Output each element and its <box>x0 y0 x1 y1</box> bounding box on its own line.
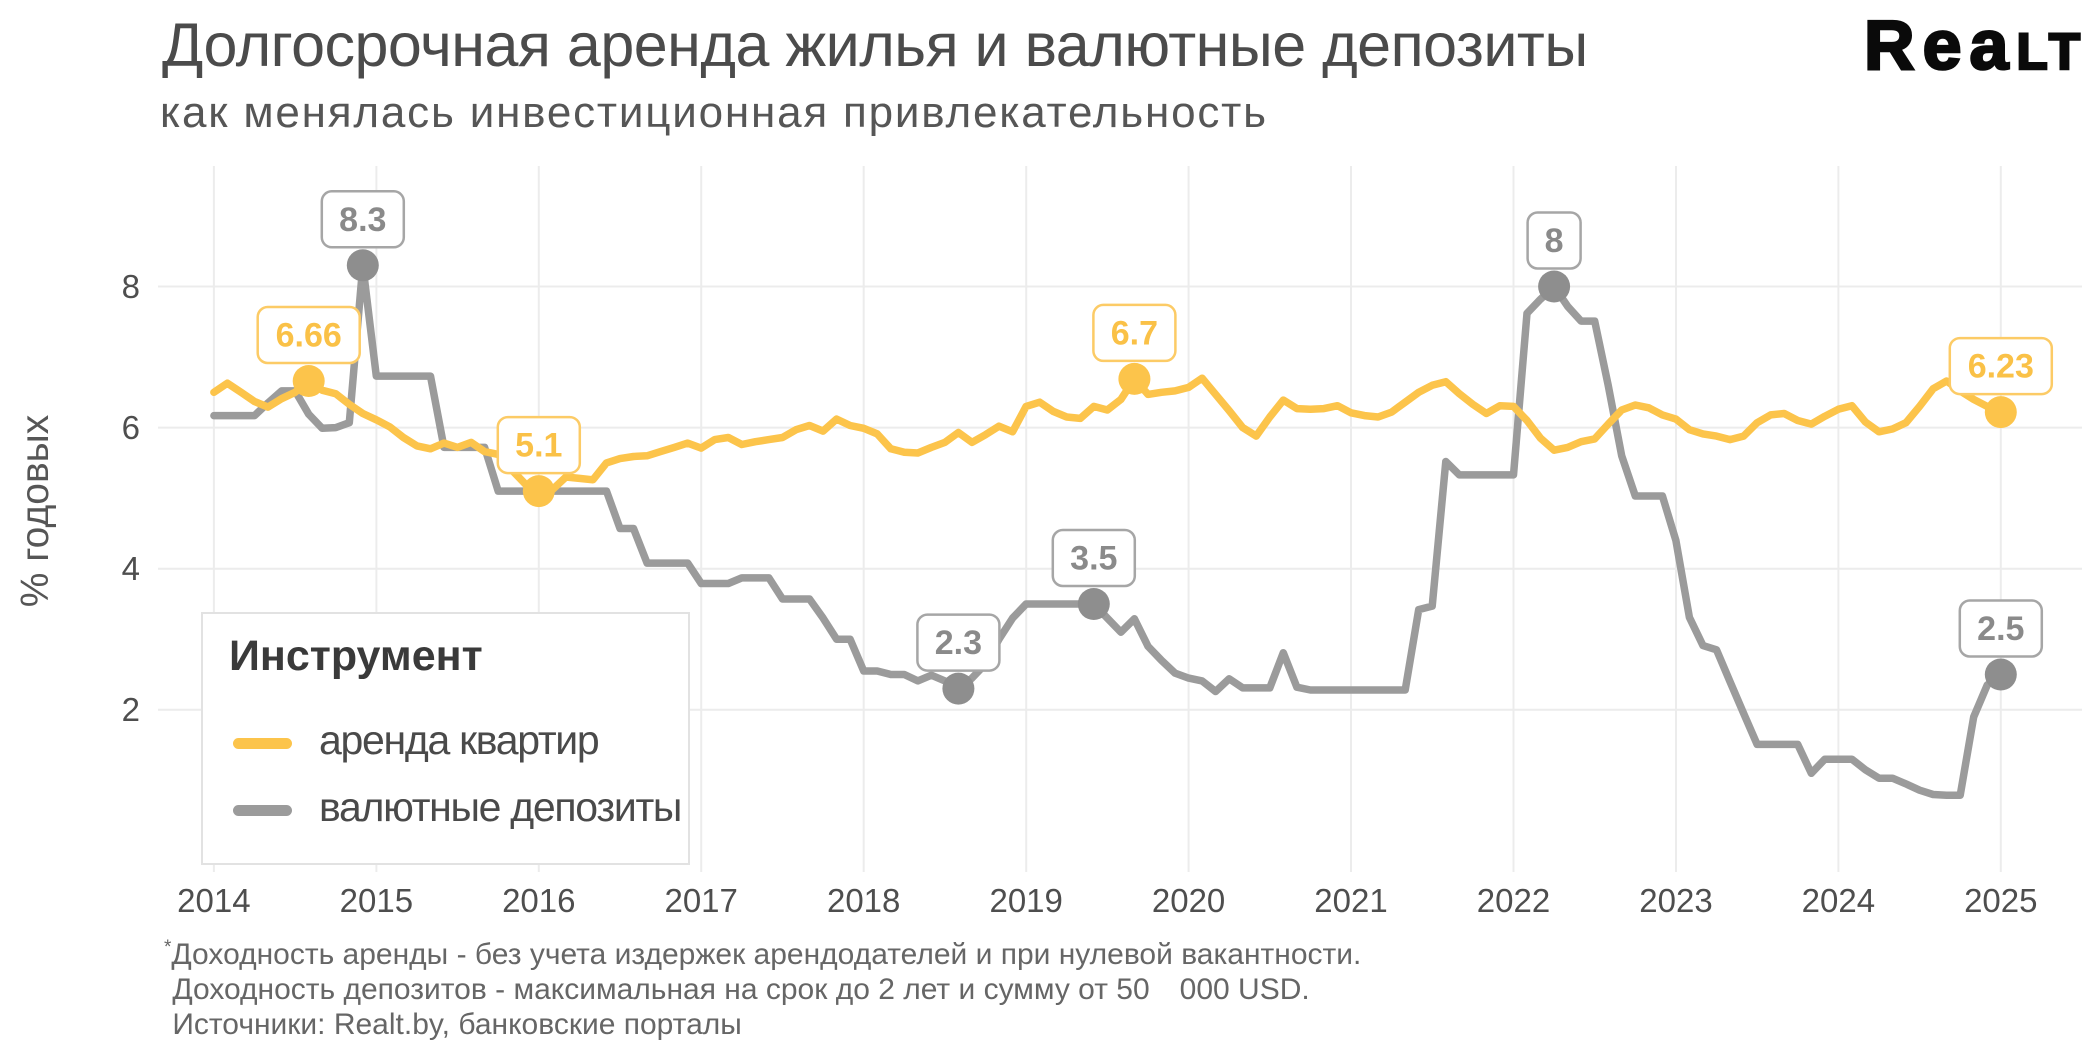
svg-text:8.3: 8.3 <box>339 201 386 239</box>
svg-text:6.66: 6.66 <box>276 317 342 355</box>
svg-text:6.7: 6.7 <box>1111 314 1158 352</box>
svg-text:3.5: 3.5 <box>1070 540 1117 578</box>
svg-text:8: 8 <box>1545 222 1564 260</box>
svg-text:2.3: 2.3 <box>935 624 982 662</box>
svg-text:2.5: 2.5 <box>1977 610 2024 648</box>
svg-text:5.1: 5.1 <box>515 427 562 465</box>
svg-text:6.23: 6.23 <box>1968 348 2034 386</box>
